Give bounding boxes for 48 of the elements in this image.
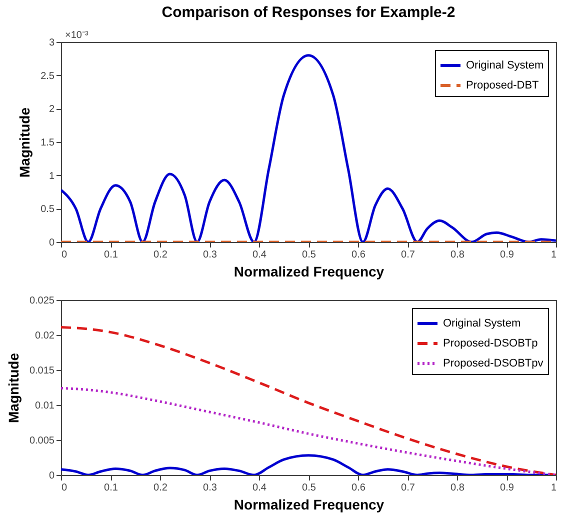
y-tick-label: 0.025 <box>29 296 55 306</box>
x-tick-label: 0 <box>62 482 68 494</box>
x-tick-label: 0.2 <box>154 250 168 260</box>
legend-label: Original System <box>443 318 521 330</box>
legend-label: Original System <box>466 60 544 72</box>
y-axis-title: Magnitude <box>16 107 33 178</box>
y-tick-label: 1.5 <box>40 138 55 148</box>
legend-label: Proposed-DSOBTp <box>443 338 538 350</box>
x-tick-label: 0.8 <box>450 482 465 494</box>
x-tick-label: 0.6 <box>352 482 366 494</box>
y-tick-label: 0 <box>48 470 55 482</box>
x-tick-label: 0.6 <box>352 250 366 260</box>
y-tick-label: 0.005 <box>29 436 55 446</box>
x-tick-label: 0.4 <box>252 482 267 494</box>
x-tick-label: 0.9 <box>500 482 514 494</box>
x-tick-label: 0.8 <box>450 250 465 260</box>
x-axis-title: Normalized Frequency <box>234 264 384 280</box>
y-tick-label: 0 <box>48 238 55 248</box>
y-tick-label: 3 <box>48 38 55 48</box>
legend-label: Proposed-DBT <box>466 80 540 92</box>
chart-title: Comparison of Responses for Example-2 <box>162 4 456 21</box>
y-tick-label: 0.015 <box>29 366 55 376</box>
legend-label: Proposed-DSOBTpv <box>443 358 544 370</box>
x-tick-label: 0.9 <box>500 250 514 260</box>
y-tick-label: 1 <box>48 170 55 182</box>
x-tick-label: 0.5 <box>302 250 316 260</box>
line-series <box>61 54 556 242</box>
x-tick-label: 0.5 <box>302 482 316 494</box>
y-tick-label: 0.02 <box>35 330 55 342</box>
x-tick-label: 0.2 <box>154 482 168 494</box>
line-series <box>61 386 556 475</box>
x-tick-label: 0.1 <box>104 250 118 260</box>
x-tick-label: 1 <box>550 482 557 494</box>
y-axis-title: Magnitude <box>5 352 22 423</box>
y-tick-label: 2.5 <box>40 70 55 82</box>
y-tick-label: 2 <box>48 104 55 116</box>
y-tick-label: 0.5 <box>40 204 55 216</box>
x-tick-label: 0.7 <box>401 482 416 494</box>
text: ×10⁻³ <box>65 30 89 41</box>
x-axis-title: Normalized Frequency <box>234 496 384 512</box>
x-tick-label: 0.3 <box>203 250 218 260</box>
x-tick-label: 0 <box>62 250 68 260</box>
x-tick-label: 0.4 <box>252 250 267 260</box>
x-tick-label: 0.3 <box>203 482 218 494</box>
x-tick-label: 0.1 <box>104 482 118 494</box>
x-tick-label: 0.7 <box>401 250 416 260</box>
y-tick-label: 0.01 <box>35 400 55 412</box>
x-tick-label: 1 <box>550 250 557 260</box>
